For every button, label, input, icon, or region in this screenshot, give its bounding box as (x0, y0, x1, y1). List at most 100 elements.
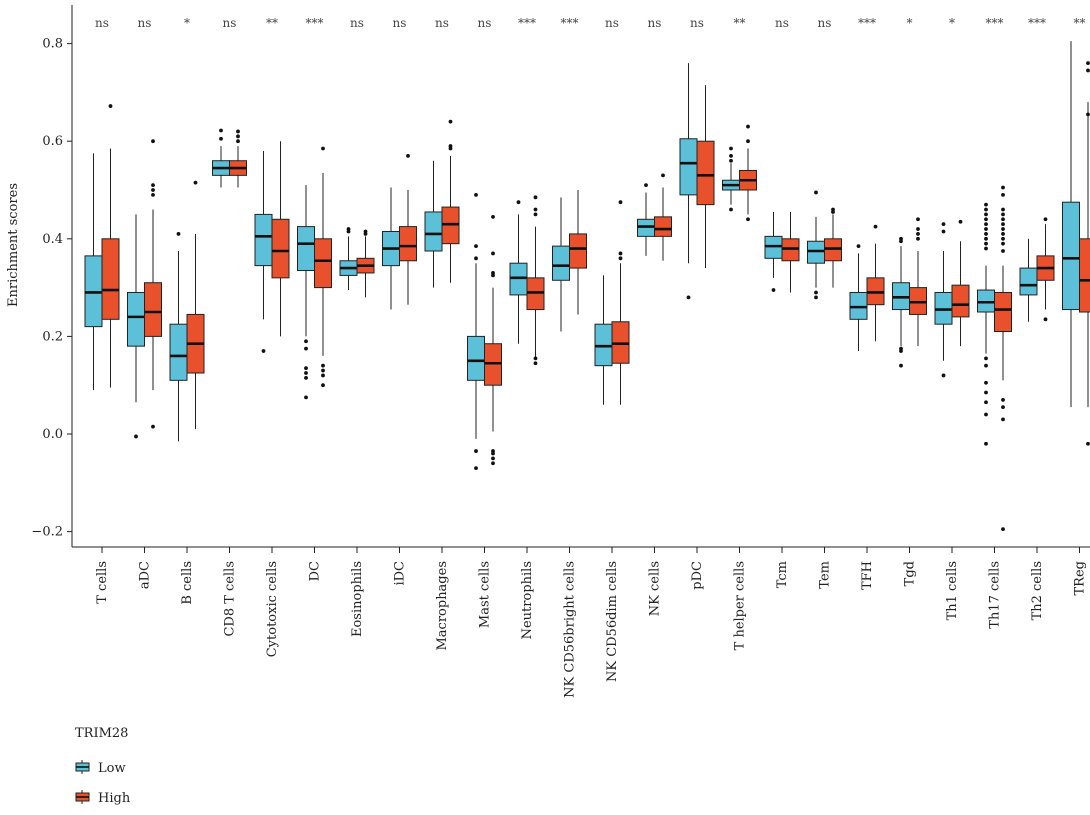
box-body (655, 217, 672, 237)
x-tick-label: T helper cells (733, 561, 748, 650)
outlier-point (151, 425, 155, 429)
box-body (255, 214, 272, 265)
outlier-point (1001, 527, 1005, 531)
x-tick-label: Th17 cells (988, 561, 1003, 629)
outlier-point (151, 139, 155, 143)
box-body (995, 292, 1012, 331)
outlier-point (474, 466, 478, 470)
outlier-point (644, 183, 648, 187)
x-tick-label: DC (308, 561, 323, 581)
outlier-point (304, 376, 308, 380)
box-low (425, 161, 442, 288)
box-low (170, 232, 187, 441)
box-body (315, 239, 332, 288)
outlier-point (347, 227, 351, 231)
significance-label: ns (138, 16, 152, 30)
x-tick-label: Th1 cells (945, 561, 960, 620)
box-body (468, 336, 485, 380)
box-low (298, 185, 315, 399)
outlier-point (534, 208, 538, 212)
outlier-point (1086, 61, 1090, 65)
legend-item-low: Low (76, 760, 126, 776)
outlier-point (899, 364, 903, 368)
outlier-point (984, 227, 988, 231)
box-low (765, 212, 782, 292)
outlier-point (236, 134, 240, 138)
outlier-point (1001, 237, 1005, 241)
box-low (383, 188, 400, 310)
box-high (442, 120, 459, 283)
y-tick-label: 0.0 (42, 427, 63, 442)
outlier-point (1001, 417, 1005, 421)
outlier-point (517, 200, 521, 204)
box-high (400, 154, 417, 305)
box-high (357, 230, 374, 298)
box-body (680, 139, 697, 195)
significance-label: ns (775, 16, 789, 30)
outlier-point (916, 232, 920, 236)
significance-label: ns (818, 16, 832, 30)
outlier-point (814, 295, 818, 299)
outlier-point (814, 191, 818, 195)
box-high (485, 215, 502, 465)
outlier-point (746, 217, 750, 221)
significance-label: ** (1074, 16, 1086, 30)
outlier-point (321, 374, 325, 378)
outlier-point (491, 274, 495, 278)
significance-label: ns (95, 16, 109, 30)
outlier-point (942, 222, 946, 226)
outlier-point (984, 356, 988, 360)
outlier-point (814, 291, 818, 295)
outlier-point (984, 413, 988, 417)
outlier-point (1086, 442, 1090, 446)
box-low (680, 63, 697, 299)
outlier-point (262, 349, 266, 353)
outlier-point (534, 195, 538, 199)
significance-label: *** (306, 16, 324, 30)
outlier-point (984, 203, 988, 207)
box-low (255, 151, 272, 353)
outlier-point (1086, 69, 1090, 73)
outlier-point (984, 232, 988, 236)
outlier-point (177, 232, 181, 236)
box-high (697, 85, 714, 268)
box-body (298, 227, 315, 271)
significance-label: *** (561, 16, 579, 30)
outlier-point (151, 188, 155, 192)
significance-label: ns (690, 16, 704, 30)
significance-label: *** (518, 16, 536, 30)
x-tick-label: aDC (138, 561, 153, 589)
box-low (510, 200, 527, 343)
outlier-point (321, 364, 325, 368)
outlier-point (619, 256, 623, 260)
box-low (85, 153, 102, 390)
boxes (85, 41, 1090, 531)
box-high (782, 212, 799, 293)
outlier-point (984, 242, 988, 246)
x-tick-label: Tgd (903, 561, 918, 586)
y-tick-label: −0.2 (31, 525, 63, 540)
outlier-point (874, 225, 878, 229)
box-body (1080, 239, 1090, 312)
outlier-point (619, 252, 623, 256)
box-high (272, 141, 289, 336)
outlier-point (1001, 232, 1005, 236)
box-high (102, 104, 119, 387)
box-low (723, 147, 740, 212)
outlier-point (406, 154, 410, 158)
outlier-point (109, 104, 113, 108)
box-low (850, 244, 867, 351)
outlier-point (474, 193, 478, 197)
x-tick-label: B cells (180, 561, 195, 605)
significance-label: ns (435, 16, 449, 30)
outlier-point (534, 356, 538, 360)
outlier-point (729, 159, 733, 163)
outlier-point (729, 208, 733, 212)
y-tick-label: 0.8 (42, 37, 63, 52)
outlier-point (1086, 112, 1090, 116)
legend-label: Low (98, 761, 126, 776)
box-high (825, 208, 842, 288)
box-high (1080, 61, 1090, 445)
box-low (340, 227, 357, 290)
